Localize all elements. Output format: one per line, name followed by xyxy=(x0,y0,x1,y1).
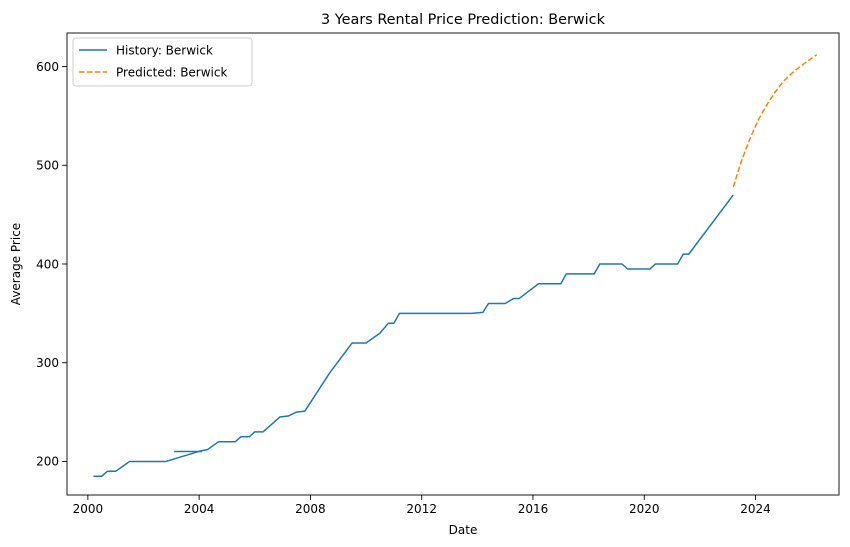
legend-predicted-label: Predicted: Berwick xyxy=(116,66,227,80)
y-axis: 200 300 400 500 600 xyxy=(36,60,67,469)
series-line-predicted-berwick xyxy=(732,54,818,188)
legend: History: Berwick Predicted: Berwick xyxy=(72,37,253,87)
x-tick-label: 2020 xyxy=(629,502,660,516)
y-tick-label: 400 xyxy=(36,257,59,271)
y-tick-label: 500 xyxy=(36,159,59,173)
y-tick-label: 600 xyxy=(36,60,59,74)
y-tick-label: 200 xyxy=(36,455,59,469)
x-tick-label: 2024 xyxy=(740,502,771,516)
x-tick-label: 2012 xyxy=(406,502,437,516)
x-tick-label: 2008 xyxy=(295,502,326,516)
x-tick-label: 2000 xyxy=(73,502,104,516)
x-tick-label: 2016 xyxy=(518,502,549,516)
legend-history-label: History: Berwick xyxy=(116,44,213,58)
chart-title: 3 Years Rental Price Prediction: Berwick xyxy=(321,12,606,28)
y-tick-label: 300 xyxy=(36,356,59,370)
y-axis-label: Average Price xyxy=(9,223,23,305)
series-line-history-berwick xyxy=(93,194,734,477)
legend-box xyxy=(72,37,253,87)
series-lines xyxy=(93,54,818,477)
x-tick-label: 2004 xyxy=(184,502,215,516)
x-axis: 2000 2004 2008 2012 2016 2020 2024 xyxy=(73,495,771,516)
x-axis-label: Date xyxy=(449,523,478,537)
